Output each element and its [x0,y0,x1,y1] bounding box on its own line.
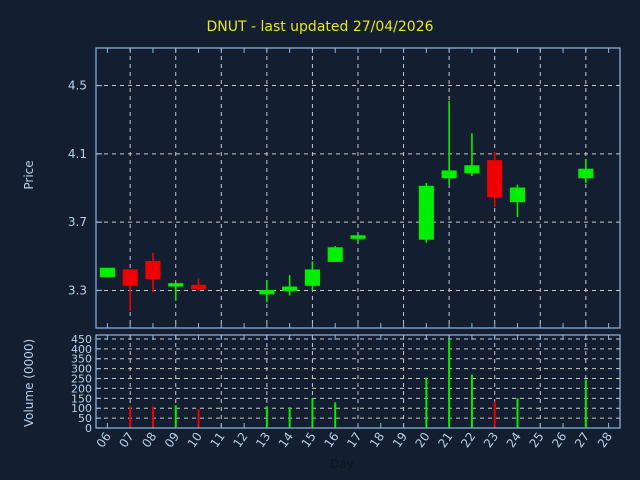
candle-body [441,170,457,179]
candle-body [145,260,161,279]
volume-tick-label: 450 [71,333,92,346]
candle-body [350,235,366,239]
candle-body [418,185,434,240]
candle-body [99,267,115,278]
price-axis-label: Price [22,160,36,189]
volume-tick-label: 250 [71,373,92,386]
candle-body [304,269,320,286]
candle-10 [190,278,207,291]
price-panel: 3.3 3.7 4.1 4.5 [68,47,621,329]
candle-body [464,165,480,174]
candle-13 [259,280,275,303]
candle-body [168,283,184,287]
candle-16 [327,246,343,262]
candle-21 [441,100,457,185]
price-tick-label: 3.3 [68,283,87,297]
candle-body [509,187,526,203]
volume-tick-label: 200 [71,382,92,395]
x-axis-label: Day [330,457,354,471]
price-tick-label: 3.7 [68,215,87,229]
candle-body [487,160,503,198]
chart-title: DNUT - last updated 27/04/2026 [206,19,433,35]
candle-body [122,269,138,286]
candle-08 [145,252,161,293]
candle-body [282,286,298,291]
volume-tick-label: 100 [71,402,92,415]
price-tick-label: 4.1 [68,147,87,161]
candle-14 [282,275,298,296]
candle-22 [464,133,480,177]
volume-tick-label: 150 [71,392,92,405]
candle-body [578,168,594,179]
candle-17 [350,234,366,241]
candle-24 [509,184,526,218]
volume-tick-label: 50 [78,412,92,425]
volume-tick-label: 0 [85,422,92,435]
candle-20 [418,182,434,243]
x-axis: 06 07 08 09 10 11 12 13 14 15 16 17 18 19 20 21 22 23 24 25… [94,430,615,451]
volume-tick-label: 300 [71,363,92,376]
candle-27 [578,158,594,183]
candle-body [259,289,275,295]
candle-09 [168,283,184,301]
candle-06 [99,267,115,278]
candle-15 [304,261,320,291]
candle-23 [487,152,503,207]
volume-axis-label: Volume (0000) [22,339,36,427]
volume-tick-label: 350 [71,353,92,366]
volume-tick-label: 400 [71,343,92,356]
candle-body [327,247,343,262]
candle-body [190,284,207,290]
candle-07 [122,269,138,311]
price-tick-label: 4.5 [68,79,87,93]
